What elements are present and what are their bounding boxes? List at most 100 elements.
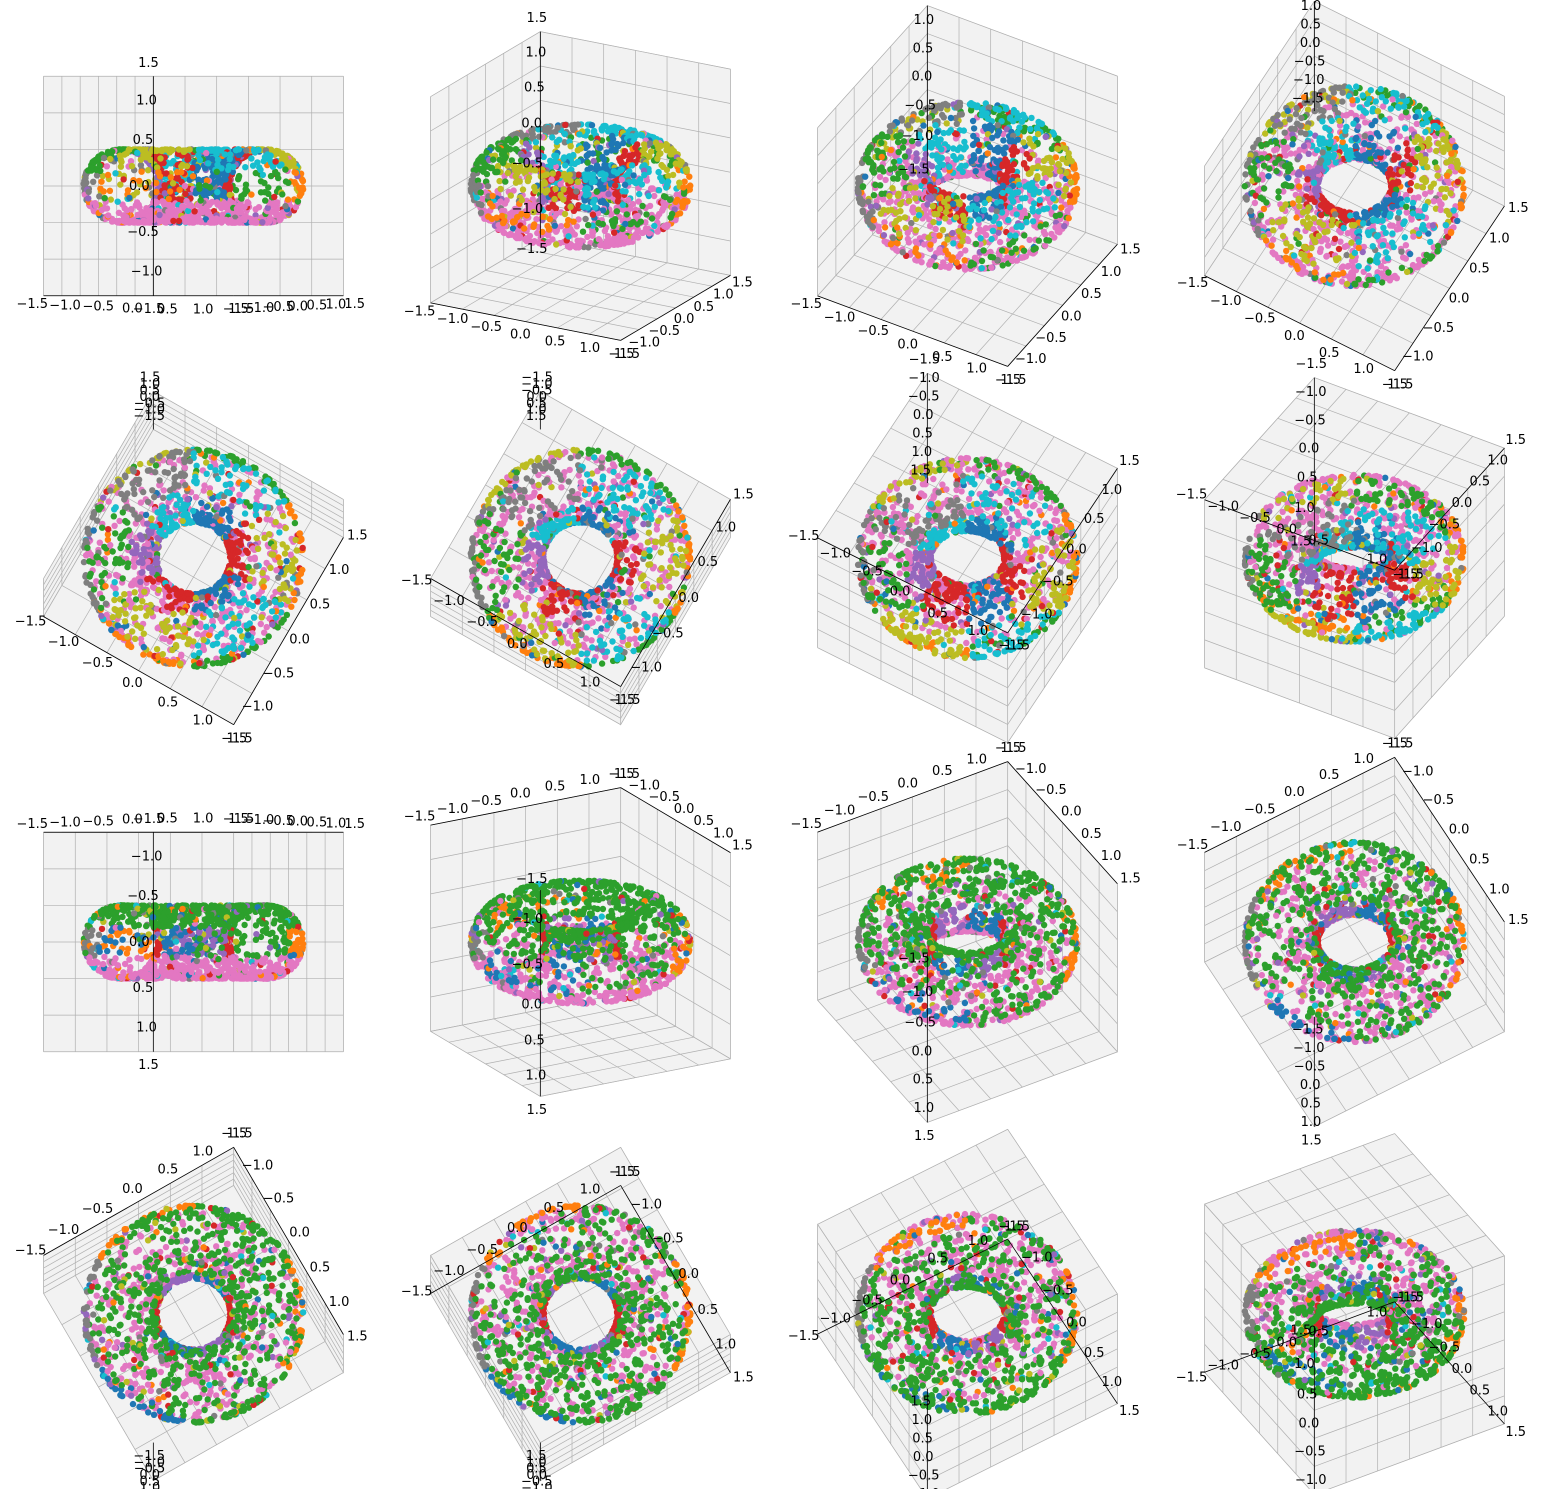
scatter-point bbox=[1051, 204, 1059, 211]
scatter-point bbox=[905, 197, 913, 205]
scatter-point bbox=[98, 178, 105, 185]
scatter-point bbox=[241, 216, 248, 224]
scatter-point bbox=[593, 188, 600, 195]
z-tick-label: 0.5 bbox=[524, 81, 545, 96]
x-tick-label: 0.0 bbox=[510, 328, 531, 343]
scatter-point bbox=[574, 147, 581, 154]
scatter-point bbox=[1048, 159, 1056, 166]
y-tick-label: 0.5 bbox=[1081, 287, 1102, 302]
scatter-point bbox=[660, 222, 668, 230]
z-tick-label: −1.0 bbox=[512, 202, 544, 217]
scatter-point bbox=[1396, 133, 1404, 140]
scatter-point bbox=[551, 195, 558, 203]
scatter-point bbox=[1010, 161, 1018, 168]
scatter-point bbox=[973, 205, 980, 213]
z-tick-label: −0.5 bbox=[512, 157, 544, 172]
scatter-point bbox=[170, 217, 177, 225]
z-tick-label: −0.5 bbox=[904, 99, 936, 114]
scatter-point bbox=[553, 138, 560, 146]
scatter-point bbox=[1016, 203, 1024, 211]
scatter-point bbox=[267, 172, 275, 180]
scatter-point bbox=[143, 205, 150, 212]
scatter-point bbox=[932, 262, 939, 270]
scatter-point bbox=[988, 264, 995, 271]
scatter-point bbox=[912, 184, 919, 191]
scatter-point bbox=[939, 226, 947, 234]
scatter-point bbox=[619, 188, 626, 195]
scatter-point bbox=[1294, 177, 1301, 185]
scatter-point bbox=[536, 133, 543, 140]
scatter-points bbox=[80, 146, 307, 226]
scatter-point bbox=[924, 201, 931, 208]
scatter-point bbox=[878, 139, 885, 146]
scatter-point bbox=[1027, 125, 1034, 133]
scatter-point bbox=[473, 194, 480, 201]
scatter-point bbox=[934, 128, 941, 136]
scatter-point bbox=[655, 168, 662, 176]
scatter-point bbox=[245, 199, 252, 207]
scatter-point bbox=[507, 192, 514, 199]
x-tick-label: 1.0 bbox=[966, 362, 987, 377]
scatter-point bbox=[1035, 208, 1042, 215]
scatter-point bbox=[921, 178, 928, 185]
scatter-point bbox=[1347, 109, 1355, 117]
scatter-point bbox=[140, 217, 147, 224]
scatter-point bbox=[996, 220, 1003, 228]
z-tick-label: 0.0 bbox=[129, 179, 150, 194]
scatter-point bbox=[489, 192, 496, 200]
scatter-point bbox=[946, 163, 953, 170]
scatter-point bbox=[189, 173, 197, 180]
scatter-point bbox=[977, 235, 984, 242]
scatter-point bbox=[1055, 181, 1062, 188]
scatter-point bbox=[497, 185, 504, 193]
scatter-point bbox=[573, 188, 580, 195]
scatter-point bbox=[595, 236, 602, 243]
scatter-point bbox=[166, 201, 173, 209]
scatter-point bbox=[226, 155, 233, 163]
scatter-point bbox=[532, 139, 540, 146]
scatter-point bbox=[654, 155, 661, 162]
scatter-point bbox=[1035, 237, 1043, 244]
scatter-point bbox=[998, 209, 1006, 216]
scatter-point bbox=[213, 168, 220, 175]
scatter-point bbox=[1041, 242, 1049, 249]
y-tick-label: 1.0 bbox=[713, 288, 734, 303]
y-tick-label: 0.5 bbox=[693, 300, 714, 315]
scatter-point bbox=[681, 178, 688, 185]
scatter-point bbox=[524, 177, 532, 185]
scatter-point bbox=[282, 202, 289, 210]
scatter-point bbox=[158, 146, 166, 153]
scatter-point bbox=[570, 218, 577, 225]
scatter-point bbox=[531, 221, 538, 228]
scatter-point bbox=[264, 204, 271, 212]
scatter-point bbox=[926, 261, 933, 268]
scatter-point bbox=[665, 172, 672, 180]
scatter-point bbox=[565, 216, 572, 224]
scatter-point bbox=[959, 238, 966, 245]
scatter-point bbox=[477, 189, 484, 196]
scatter-point bbox=[886, 192, 893, 200]
scatter-point bbox=[932, 225, 939, 233]
scatter-point bbox=[121, 217, 129, 225]
scatter-point bbox=[1071, 165, 1078, 172]
scatter-point bbox=[980, 247, 987, 254]
z-tick-label: 1.0 bbox=[913, 13, 934, 28]
scatter-point bbox=[889, 234, 897, 242]
scatter-point bbox=[562, 162, 569, 169]
scatter-point bbox=[274, 171, 281, 178]
scatter-point bbox=[1020, 247, 1028, 254]
scatter-point bbox=[93, 172, 101, 179]
scatter-point bbox=[548, 176, 555, 183]
scatter-point bbox=[117, 163, 125, 170]
scatter-point bbox=[1061, 222, 1068, 230]
scatter-point bbox=[475, 182, 483, 189]
scatter-point bbox=[623, 211, 630, 218]
y-tick-label: 1.5 bbox=[344, 297, 365, 312]
scatter-point bbox=[884, 133, 891, 140]
scatter-point bbox=[1052, 212, 1060, 220]
scatter-point bbox=[178, 163, 185, 170]
scatter-point bbox=[99, 172, 107, 180]
scatter-point bbox=[1056, 168, 1064, 175]
scatter-point bbox=[226, 191, 233, 199]
scatter-point bbox=[994, 131, 1001, 139]
